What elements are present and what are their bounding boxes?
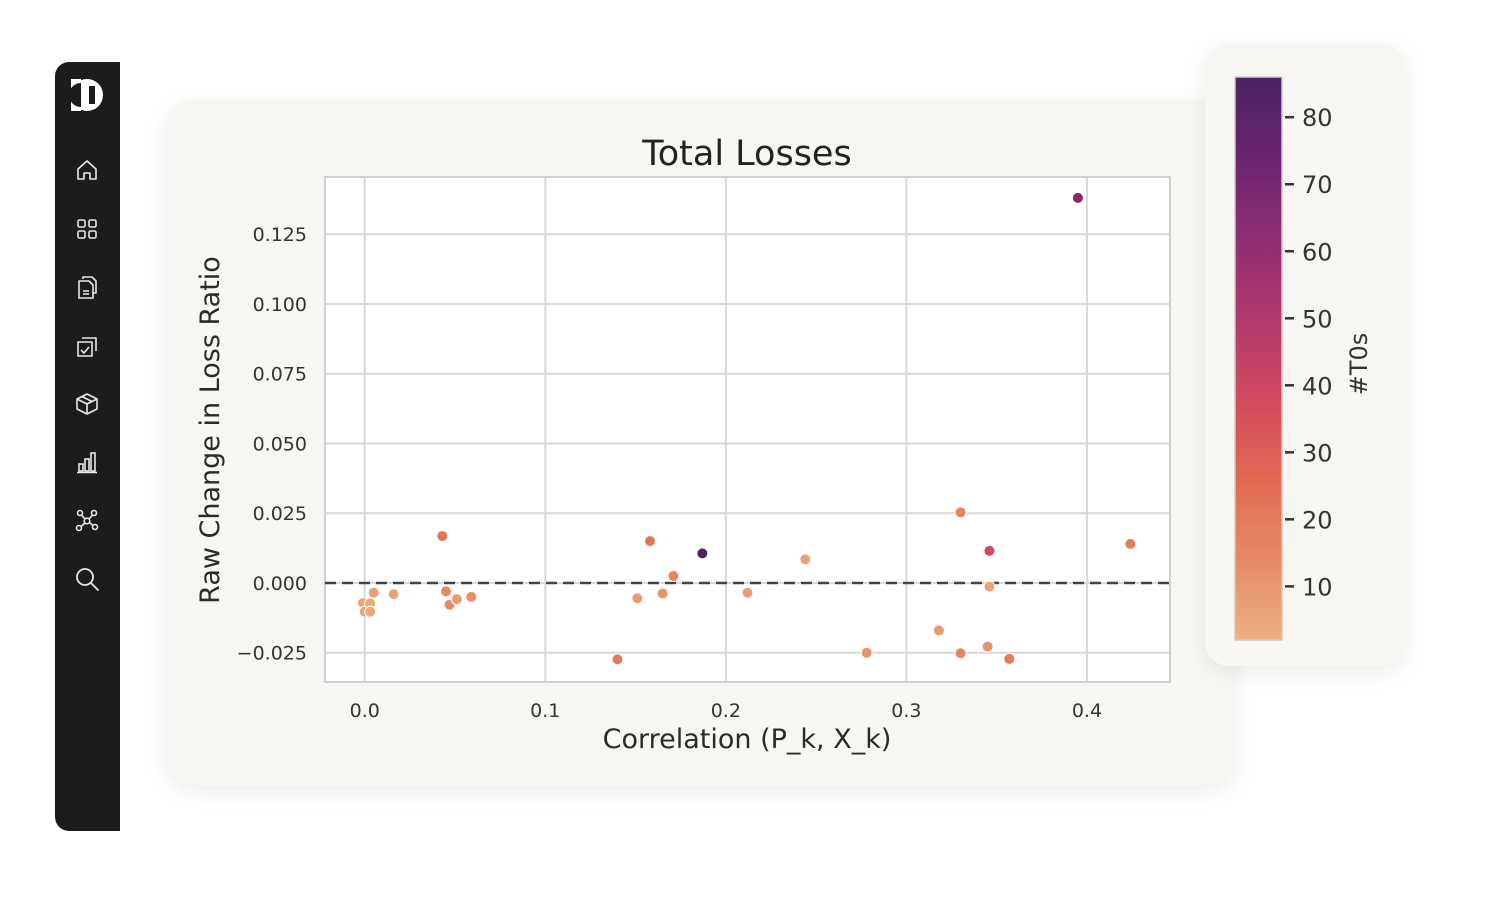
y-tick-label: 0.000 [253, 573, 307, 595]
colorbar-tick-label: 30 [1302, 439, 1333, 467]
data-point[interactable] [450, 593, 463, 606]
sidebar-item-packages[interactable] [74, 391, 100, 417]
bar-chart-icon [74, 452, 100, 479]
data-point[interactable] [696, 547, 709, 560]
colorbar-tick-label: 70 [1302, 171, 1333, 199]
x-tick-label: 0.2 [711, 700, 741, 722]
scatter-plot: Total Losses 0.0 0.1 0.2 0.3 0.4 −0.025 0.000 0… [195, 134, 1171, 755]
data-point[interactable] [1124, 537, 1137, 550]
data-point[interactable] [799, 553, 812, 566]
y-tick-label: 0.025 [253, 503, 307, 525]
x-axis-label: Correlation (P_k, X_k) [603, 724, 892, 755]
colorbar-label: #T0s [1345, 333, 1373, 396]
colorbar-tick-label: 50 [1302, 305, 1333, 333]
data-point[interactable] [644, 535, 656, 548]
colorbar-tick-label: 40 [1302, 372, 1333, 400]
search-icon [74, 568, 100, 596]
colorbar: 10 20 30 40 50 60 70 80 #T0s [1234, 76, 1373, 641]
data-point[interactable] [954, 506, 967, 519]
data-point[interactable] [436, 530, 449, 543]
sidebar-item-documents[interactable] [74, 274, 100, 300]
data-point[interactable] [983, 544, 996, 557]
x-tick-label: 0.1 [530, 700, 560, 722]
y-tick-label: 0.125 [253, 224, 307, 246]
data-point[interactable] [631, 592, 644, 605]
data-point[interactable] [656, 587, 669, 600]
chart-card: Total Losses 0.0 0.1 0.2 0.3 0.4 −0.025 0.000 0… [167, 100, 1235, 785]
sidebar-item-dashboard[interactable] [74, 216, 100, 242]
x-tick-label: 0.3 [891, 700, 921, 722]
sidebar-nav [55, 62, 120, 831]
data-point[interactable] [981, 640, 994, 653]
colorbar-card: 10 20 30 40 50 60 70 80 #T0s [1205, 44, 1405, 666]
x-tick-label: 0.0 [350, 700, 380, 722]
x-tick-label: 0.4 [1072, 700, 1102, 722]
data-point[interactable] [954, 647, 967, 660]
colorbar-tick-label: 10 [1302, 573, 1333, 601]
logo-icon[interactable] [69, 77, 105, 113]
data-point[interactable] [1003, 652, 1016, 665]
colorbar-tick-label: 80 [1302, 104, 1333, 132]
data-point[interactable] [667, 569, 680, 582]
data-point[interactable] [860, 646, 873, 659]
y-tick-label: 0.075 [253, 364, 307, 386]
plot-frame [324, 176, 1171, 683]
data-point[interactable] [465, 590, 478, 603]
sidebar-item-tasks[interactable] [74, 333, 100, 359]
data-point[interactable] [983, 580, 996, 593]
tasks-icon [74, 337, 100, 363]
data-point[interactable] [439, 585, 452, 598]
sidebar-item-home[interactable] [74, 157, 100, 183]
data-point[interactable] [611, 653, 624, 666]
data-point[interactable] [387, 588, 400, 601]
data-point[interactable] [367, 586, 380, 599]
sidebar-item-search[interactable] [74, 566, 100, 592]
y-tick-label: 0.100 [253, 294, 307, 316]
grid-icon [74, 219, 100, 246]
colorbar-tick-label: 60 [1302, 238, 1333, 266]
colorbar-gradient [1234, 76, 1283, 641]
chart-title: Total Losses [641, 134, 851, 174]
data-point[interactable] [932, 624, 945, 637]
y-axis-label: Raw Change in Loss Ratio [195, 256, 226, 604]
sidebar-item-analytics[interactable] [74, 449, 100, 475]
data-point[interactable] [364, 605, 377, 618]
y-tick-label: −0.025 [237, 643, 307, 665]
documents-icon [74, 276, 100, 304]
sidebar-item-network[interactable] [74, 508, 100, 534]
data-point[interactable] [741, 586, 754, 599]
data-point[interactable] [1071, 191, 1084, 204]
home-icon [74, 160, 100, 187]
package-icon [74, 393, 100, 421]
y-tick-label: 0.050 [253, 433, 307, 455]
network-icon [74, 509, 100, 538]
colorbar-tick-label: 20 [1302, 506, 1333, 534]
